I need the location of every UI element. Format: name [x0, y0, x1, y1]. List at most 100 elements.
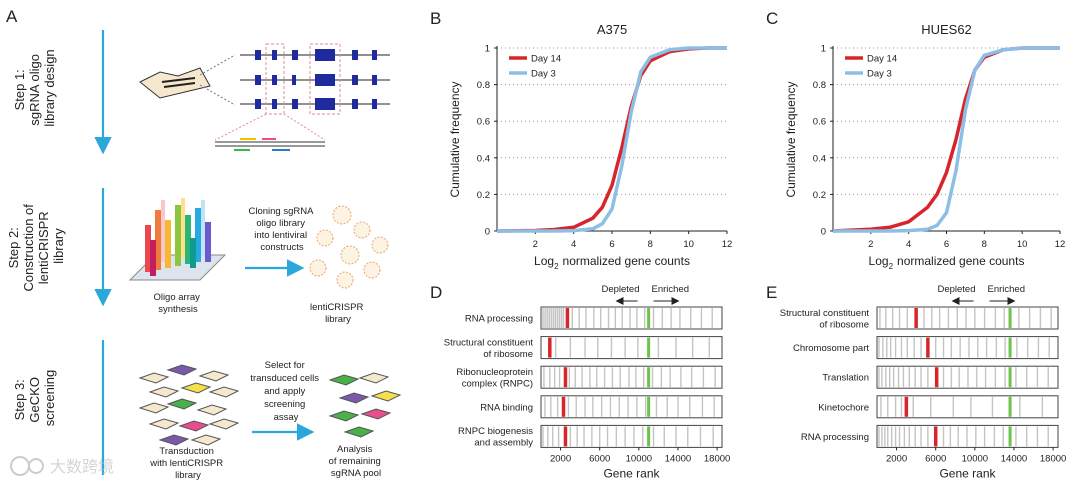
target-box — [265, 43, 285, 115]
oligo-bars — [145, 198, 211, 276]
step-line: Step 3: — [12, 379, 27, 420]
watermark-text: 大数跨境 — [50, 457, 114, 476]
transduction-caption: Transduction with lentiCRISPR library — [149, 446, 226, 481]
chart-title: A375 — [597, 22, 627, 37]
annotation: Depleted — [937, 284, 975, 295]
panel-letter: B — [430, 9, 441, 28]
x-axis-label: Gene rank — [603, 466, 660, 480]
panel-a: A Step 1: sgRNA oligo library design Ste… — [6, 7, 402, 481]
text-line: lentiCRISPR — [310, 302, 363, 313]
row-label: Chromosome part — [793, 343, 869, 354]
row-label: RNPC biogenesis — [458, 426, 533, 437]
x-tick-label: 2000 — [886, 453, 907, 464]
x-tick-label: 14000 — [665, 453, 691, 464]
series-line — [497, 46, 727, 233]
row-label: of ribosome — [483, 349, 533, 360]
text-line: constructs — [260, 242, 304, 253]
y-axis-label: Cumulative frequency — [784, 81, 798, 197]
step-label: Step 2: Construction of lentiCRISPR libr… — [6, 200, 66, 291]
annotation: Depleted — [601, 284, 639, 295]
text-line: sgRNA pool — [331, 468, 381, 479]
step-label: Step 3: GeCKO screening — [12, 370, 57, 426]
x-label-part: Log — [534, 254, 554, 268]
x-tick-label: 6 — [944, 239, 949, 250]
row-label: of ribosome — [819, 319, 869, 330]
row-box — [540, 424, 723, 448]
analysis-caption: Analysis of remaining sgRNA pool — [329, 444, 384, 479]
legend-label: Day 14 — [531, 54, 561, 65]
step-label: Step 1: sgRNA oligo library design — [12, 49, 57, 126]
x-label-sub: 2 — [554, 262, 559, 271]
text-line: Analysis — [337, 444, 373, 455]
x-tick-label: 2000 — [550, 453, 571, 464]
row-label: RNA binding — [480, 402, 533, 413]
panel-letter: E — [766, 283, 777, 302]
step-line: Construction of — [21, 204, 36, 292]
row-box — [540, 336, 723, 360]
y-tick-label: 0.2 — [813, 190, 826, 201]
row-label: Ribonucleoprotein — [456, 367, 533, 378]
text-line: screening — [264, 399, 305, 410]
legend-label: Day 3 — [867, 69, 892, 80]
cloning-text: Cloning sgRNA oligo library into lentivi… — [248, 206, 315, 253]
annotation: Enriched — [652, 284, 690, 295]
x-tick-label: 8 — [982, 239, 987, 250]
watermark: 大数跨境 — [10, 456, 114, 476]
select-text: Select for transduced cells and apply sc… — [250, 360, 321, 423]
x-tick-label: 10 — [683, 239, 694, 250]
cells — [138, 364, 402, 446]
text-line: Oligo array — [153, 292, 200, 303]
y-tick-label: 0.8 — [477, 80, 490, 91]
x-tick-label: 6 — [609, 239, 614, 250]
x-tick-label: 8 — [648, 239, 653, 250]
series-line — [833, 46, 1060, 233]
x-tick-label: 18000 — [1040, 453, 1066, 464]
lentivirus — [309, 205, 389, 289]
text-line: of remaining — [329, 456, 381, 467]
text-line: synthesis — [158, 304, 198, 315]
exons — [255, 49, 377, 110]
y-tick-label: 1 — [485, 44, 490, 55]
x-tick-label: 6000 — [925, 453, 946, 464]
row-box — [876, 336, 1059, 360]
panel-letter: D — [430, 283, 442, 302]
text-line: library — [325, 314, 351, 325]
step-line: screening — [42, 370, 57, 426]
oligo-array — [128, 198, 227, 281]
x-tick-label: 6000 — [589, 453, 610, 464]
text-line: into lentiviral — [254, 230, 307, 241]
text-line: library — [175, 470, 201, 481]
oligo-caption: Oligo array synthesis — [153, 292, 202, 315]
x-tick-label: 12 — [722, 239, 733, 250]
step-line: GeCKO — [27, 377, 42, 423]
row-label: Translation — [822, 373, 869, 384]
row-label: Structural constituent — [780, 308, 870, 319]
step-line: sgRNA oligo — [27, 54, 42, 126]
row-box — [540, 365, 723, 389]
y-tick-label: 0.2 — [477, 190, 490, 201]
x-tick-label: 2 — [868, 239, 873, 250]
cell — [139, 67, 211, 99]
row-label: and assembly — [474, 438, 533, 449]
x-tick-label: 12 — [1055, 239, 1066, 250]
step-line: lentiCRISPR — [36, 211, 51, 284]
x-label-part: Log — [869, 254, 889, 268]
y-tick-label: 0.6 — [477, 117, 490, 128]
panel-letter: A — [6, 7, 18, 26]
row-label: Structural constituent — [444, 337, 534, 348]
x-axis-label: Log2 normalized gene counts — [869, 254, 1025, 271]
chromosome — [163, 82, 196, 88]
step-line: library design — [42, 49, 57, 126]
x-tick-label: 4 — [906, 239, 911, 250]
text-line: oligo library — [256, 218, 305, 229]
step-line: library — [51, 228, 66, 264]
x-tick-label: 18000 — [704, 453, 730, 464]
text-line: and apply — [264, 386, 305, 397]
row-box — [876, 306, 1059, 330]
step-line: Step 1: — [12, 69, 27, 110]
text-line: transduced cells — [250, 373, 319, 384]
x-axis-label: Gene rank — [939, 466, 996, 480]
text-line: assay — [274, 412, 299, 423]
x-axis-label: Log2 normalized gene counts — [534, 254, 690, 271]
x-tick-label: 10000 — [626, 453, 652, 464]
